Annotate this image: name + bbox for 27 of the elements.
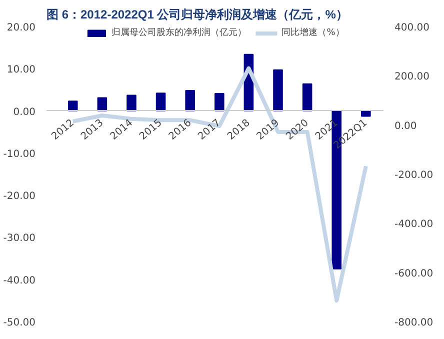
y-tick-label: 0.00	[13, 106, 36, 118]
bar	[156, 92, 166, 112]
y-tick-label: -10.00	[3, 148, 36, 160]
bar	[185, 90, 195, 112]
y-tick-label: -30.00	[3, 233, 36, 244]
y2-tick-label: 200.00	[394, 72, 430, 83]
bar	[214, 93, 224, 112]
legend-label: 同比增速（%）	[282, 26, 344, 39]
bar	[273, 69, 283, 112]
y2-tick-label: 400.00	[394, 22, 430, 34]
y2-tick-label: 0.00	[394, 120, 417, 132]
bar	[126, 94, 136, 112]
y-tick-label: -40.00	[3, 275, 36, 286]
y2-tick-label: -600.00	[394, 268, 434, 280]
legend-label: 归属母公司股东的净利润（亿元）	[112, 26, 247, 39]
y-tick-label: 20.00	[6, 22, 36, 34]
y-tick-label: -50.00	[3, 318, 36, 328]
y-tick-label: 10.00	[6, 64, 36, 76]
bar	[302, 83, 312, 112]
bar	[361, 110, 371, 117]
y2-tick-label: -200.00	[394, 170, 434, 181]
y2-tick-label: -800.00	[394, 318, 434, 328]
y2-tick-label: -400.00	[394, 219, 434, 230]
bar	[68, 100, 78, 112]
y-tick-label: -20.00	[3, 191, 36, 202]
chart-title: 图 6：2012-2022Q1 公司归母净利润及增速（亿元，%）	[46, 8, 348, 22]
bar	[97, 97, 108, 112]
